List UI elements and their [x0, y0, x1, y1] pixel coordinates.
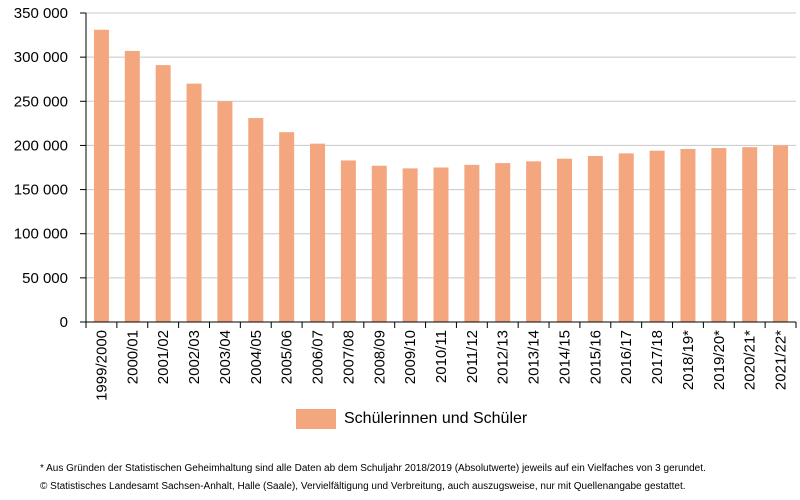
x-axis-tick-labels: 1999/2000 2000/01 2001/02 2002/03 2003/04 200… [93, 330, 789, 401]
bar [310, 143, 326, 322]
x-tick-label: 2010/11 [433, 330, 450, 383]
y-tick-label: 150 000 [14, 182, 68, 199]
y-tick-label: 50 000 [22, 270, 68, 287]
bar [124, 50, 140, 322]
bar [680, 148, 696, 322]
footnote-copyright: © Statistisches Landesamt Sachsen-Anhalt… [40, 481, 686, 492]
bar [248, 118, 264, 322]
legend: Schülerinnen und Schüler [296, 407, 527, 431]
bar [340, 160, 356, 322]
x-tick-label: 2017/18 [649, 330, 666, 384]
y-tick-label: 250 000 [14, 93, 68, 110]
bar [649, 150, 665, 322]
x-tick-label: 1999/2000 [93, 330, 110, 401]
bar [433, 167, 449, 322]
bar [464, 164, 480, 322]
bar [556, 158, 572, 322]
x-tick-label: 2016/17 [618, 330, 635, 384]
x-tick-label: 2003/04 [217, 330, 234, 384]
y-tick-label: 300 000 [14, 49, 68, 66]
x-tick-label: 2007/08 [340, 330, 357, 384]
footnote-rounding: * Aus Gründen der Statistischen Geheimha… [40, 463, 706, 474]
x-tick-label: 2018/19* [680, 330, 697, 390]
bar [371, 165, 387, 322]
bars [93, 29, 789, 323]
x-tick-label: 2000/01 [124, 330, 141, 384]
x-tick-label: 2001/02 [155, 330, 172, 384]
x-tick-label: 2013/14 [526, 330, 543, 384]
bar [711, 148, 727, 322]
x-tick-label: 2012/13 [495, 330, 512, 384]
x-tick-label: 2021/22* [773, 330, 790, 390]
x-tick-label: 2008/09 [371, 330, 388, 384]
x-tick-label: 2019/20* [711, 330, 728, 390]
x-tick-label: 2009/10 [402, 330, 419, 384]
bar-chart: 0 50 000 100 000 150 000 200 000 250 000 300 0… [14, 5, 797, 401]
y-tick-label: 100 000 [14, 226, 68, 243]
x-tick-label: 2014/15 [556, 330, 573, 384]
bar [618, 153, 634, 322]
y-tick-label: 0 [60, 314, 68, 331]
x-tick-label: 2015/16 [587, 330, 604, 384]
y-tick-label: 350 000 [14, 5, 68, 22]
bar [526, 161, 542, 322]
y-tick-label: 200 000 [14, 137, 68, 154]
bar [217, 101, 233, 323]
x-tick-label: 2005/06 [279, 330, 296, 384]
bar [186, 83, 202, 322]
axes [80, 12, 797, 328]
bar [93, 29, 109, 322]
y-axis-tick-labels: 0 50 000 100 000 150 000 200 000 250 000 300 0… [14, 5, 68, 331]
bar [773, 145, 789, 322]
x-tick-label: 2020/21* [742, 330, 759, 390]
x-tick-label: 2004/05 [248, 330, 265, 384]
legend-label: Schülerinnen und Schüler [344, 410, 528, 427]
x-tick-label: 2011/12 [464, 330, 481, 383]
bar [495, 163, 511, 322]
bar [587, 156, 603, 322]
bar [742, 147, 758, 322]
x-tick-label: 2002/03 [186, 330, 203, 384]
legend-swatch [296, 409, 336, 429]
bar [279, 132, 295, 322]
x-tick-label: 2006/07 [310, 330, 327, 384]
bar [155, 65, 171, 323]
bar [402, 168, 418, 322]
